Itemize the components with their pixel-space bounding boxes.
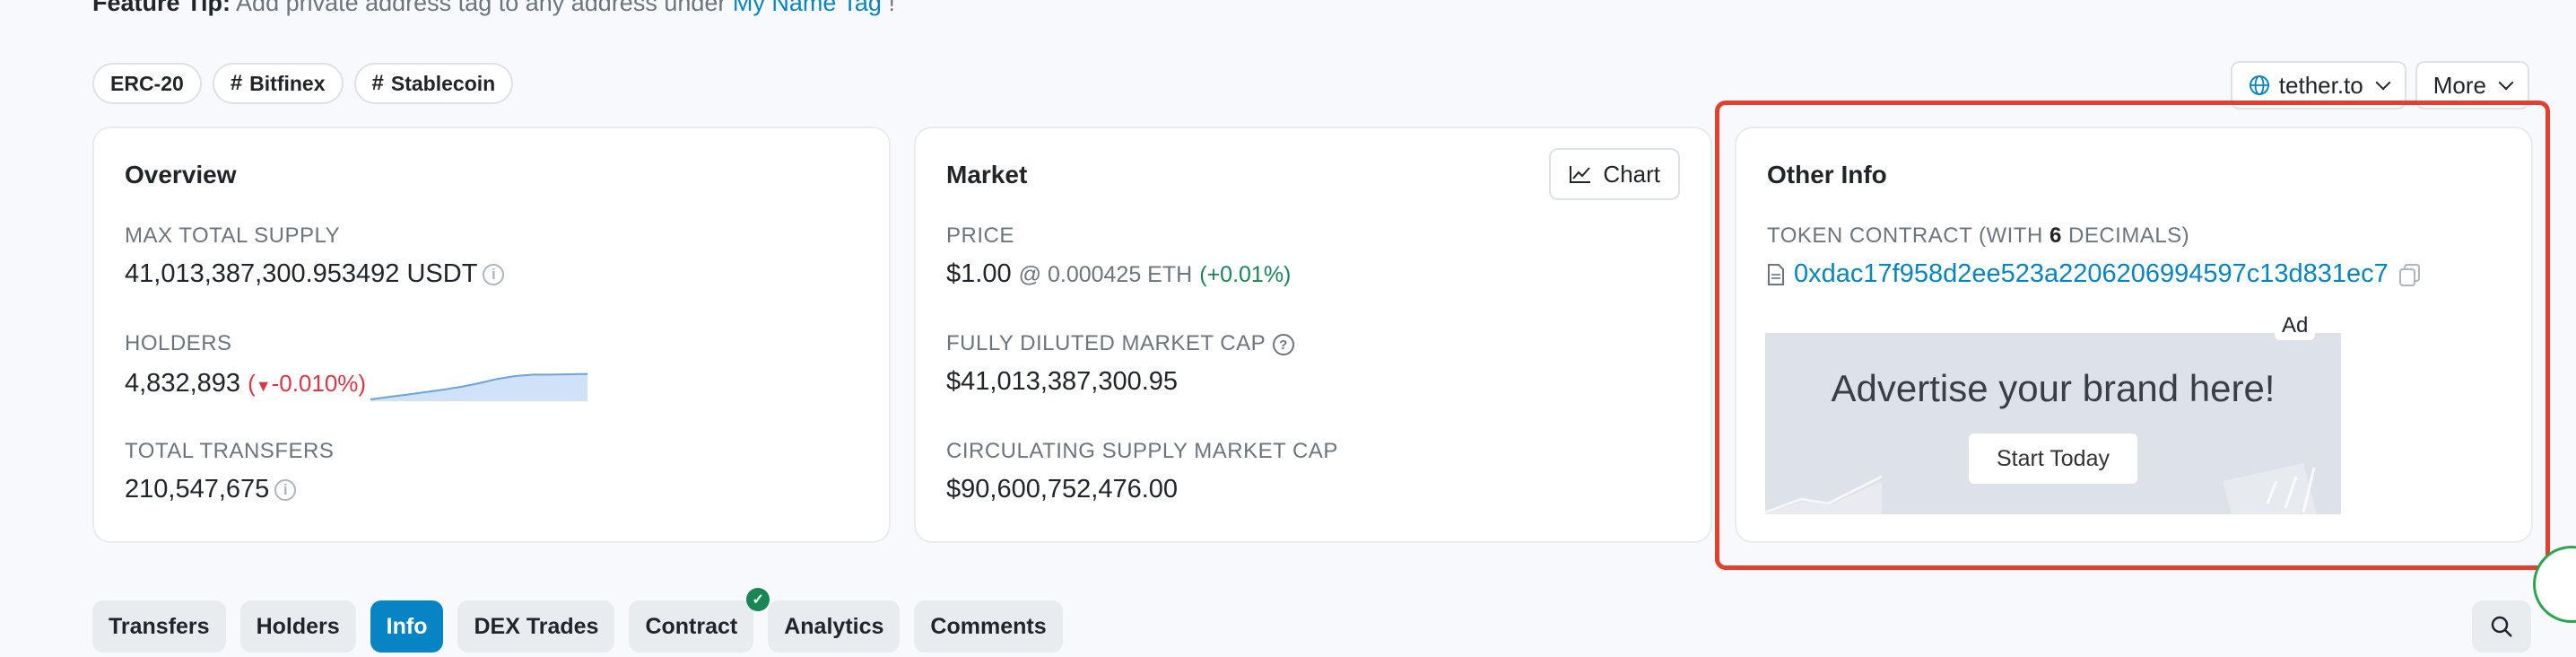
svg-text:?: ? (1279, 337, 1288, 353)
my-name-tag-link[interactable]: My Name Tag (732, 0, 882, 16)
tag-label: Stablecoin (390, 71, 496, 95)
highlight-box (1715, 101, 2550, 570)
csmc-value: $90,600,752,476.00 (946, 475, 1179, 504)
sparkline-line (370, 372, 587, 400)
max-supply-value-row: 41,013,387,300.953492 USDT i (125, 259, 505, 289)
market-card: Market Chart PRICE $1.00 @ 0.000425 ETH … (914, 127, 1712, 543)
holders-value-row: 4,832,893 (▼-0.010%) (125, 369, 366, 399)
chevron-down-icon (2375, 74, 2391, 91)
price-change: (+0.01%) (1199, 262, 1292, 287)
chart-button[interactable]: Chart (1549, 148, 1680, 200)
fdmc-label: FULLY DILUTED MARKET CAP (946, 331, 1266, 355)
tab-analytics[interactable]: Analytics (768, 600, 901, 653)
feature-tip: Feature Tip: Add private address tag to … (92, 0, 895, 17)
hash-icon: # (230, 71, 243, 95)
feature-tip-label: Feature Tip: (92, 0, 231, 16)
token-contract-label: TOKEN CONTRACT (WITH 6 DECIMALS) (1767, 223, 2189, 249)
ad-decoration (1765, 463, 2317, 514)
token-tags: ERC-20 # Bitfinex # Stablecoin (92, 63, 514, 104)
tag-label: Bitfinex (249, 71, 326, 95)
tab-comments[interactable]: Comments (914, 600, 1063, 653)
token-tabs: Transfers Holders Info DEX Trades Contra… (92, 588, 1063, 653)
price-eth: @ 0.000425 ETH (1018, 262, 1193, 287)
fdmc-value: $41,013,387,300.95 (946, 367, 1179, 396)
holders-value: 4,832,893 (125, 369, 241, 398)
sparkline-area (370, 373, 587, 401)
ad-badge: Ad (2275, 311, 2316, 340)
csmc-label: CIRCULATING SUPPLY MARKET CAP (946, 439, 1338, 463)
transfers-label: TOTAL TRANSFERS (125, 439, 335, 463)
transfers-value: 210,547,675 (125, 475, 270, 504)
price-row: $1.00 @ 0.000425 ETH (+0.01%) (946, 259, 1291, 289)
verified-check-icon: ✓ (746, 588, 770, 611)
search-icon (2491, 616, 2512, 637)
tab-contract-label: Contract (645, 613, 738, 639)
contract-label-pre: TOKEN CONTRACT (WITH (1767, 223, 2049, 248)
info-icon[interactable]: i (274, 479, 297, 502)
line-chart-icon (1570, 166, 1591, 183)
holders-change-value: -0.010% (271, 370, 359, 397)
chevron-down-icon (2498, 74, 2514, 91)
feature-tip-text: Add private address tag to any address u… (231, 0, 733, 16)
contract-address-row: 0xdac17f958d2ee523a2206206994597c13d831e… (1767, 259, 2423, 289)
feature-tip-suffix: ! (881, 0, 895, 16)
tab-dex-trades[interactable]: DEX Trades (457, 600, 615, 653)
price-value: $1.00 (946, 259, 1012, 288)
copy-icon[interactable] (2398, 262, 2423, 287)
search-button[interactable] (2472, 600, 2531, 653)
transfers-value-row: 210,547,675 i (125, 475, 297, 504)
other-info-card: Other Info TOKEN CONTRACT (WITH 6 DECIMA… (1735, 127, 2533, 543)
ad-banner[interactable]: Advertise your brand here! Start Today (1765, 333, 2341, 514)
globe-icon (2249, 75, 2269, 95)
info-icon[interactable]: i (483, 264, 505, 286)
max-supply-value: 41,013,387,300.953492 USDT (125, 259, 478, 288)
caret-down-icon: ▼ (255, 377, 272, 395)
max-supply-label: MAX TOTAL SUPPLY (125, 223, 341, 248)
tag-bitfinex[interactable]: # Bitfinex (212, 63, 344, 104)
tab-transfers[interactable]: Transfers (92, 600, 226, 653)
hash-icon: # (371, 71, 384, 95)
holders-sparkline (370, 372, 587, 401)
contract-address-link[interactable]: 0xdac17f958d2ee523a2206206994597c13d831e… (1794, 259, 2389, 288)
overview-title: Overview (125, 161, 237, 188)
tag-erc20[interactable]: ERC-20 (92, 63, 202, 104)
chart-button-label: Chart (1603, 160, 1660, 188)
ad-start-button[interactable]: Start Today (1969, 434, 2137, 484)
holders-label: HOLDERS (125, 331, 232, 355)
ad-title: Advertise your brand here! (1831, 367, 2276, 409)
overview-card: Overview MAX TOTAL SUPPLY 41,013,387,300… (92, 127, 891, 543)
help-icon[interactable]: ? (1272, 333, 1295, 356)
contract-label-post: DECIMALS) (2061, 223, 2190, 248)
file-contract-icon (1768, 263, 1784, 285)
tag-stablecoin[interactable]: # Stablecoin (353, 63, 514, 104)
more-label: More (2432, 71, 2486, 99)
other-info-title: Other Info (1767, 161, 1887, 188)
market-title: Market (946, 161, 1028, 188)
website-label: tether.to (2278, 71, 2363, 99)
tab-info[interactable]: Info (370, 600, 444, 653)
tag-label: ERC-20 (110, 71, 184, 95)
fdmc-label-row: FULLY DILUTED MARKET CAP ? (946, 331, 1295, 356)
contract-decimals: 6 (2049, 223, 2062, 248)
holders-change: (▼-0.010%) (248, 370, 367, 397)
tab-contract[interactable]: Contract ✓ (629, 588, 770, 653)
tab-holders[interactable]: Holders (239, 600, 356, 653)
price-label: PRICE (946, 223, 1014, 248)
